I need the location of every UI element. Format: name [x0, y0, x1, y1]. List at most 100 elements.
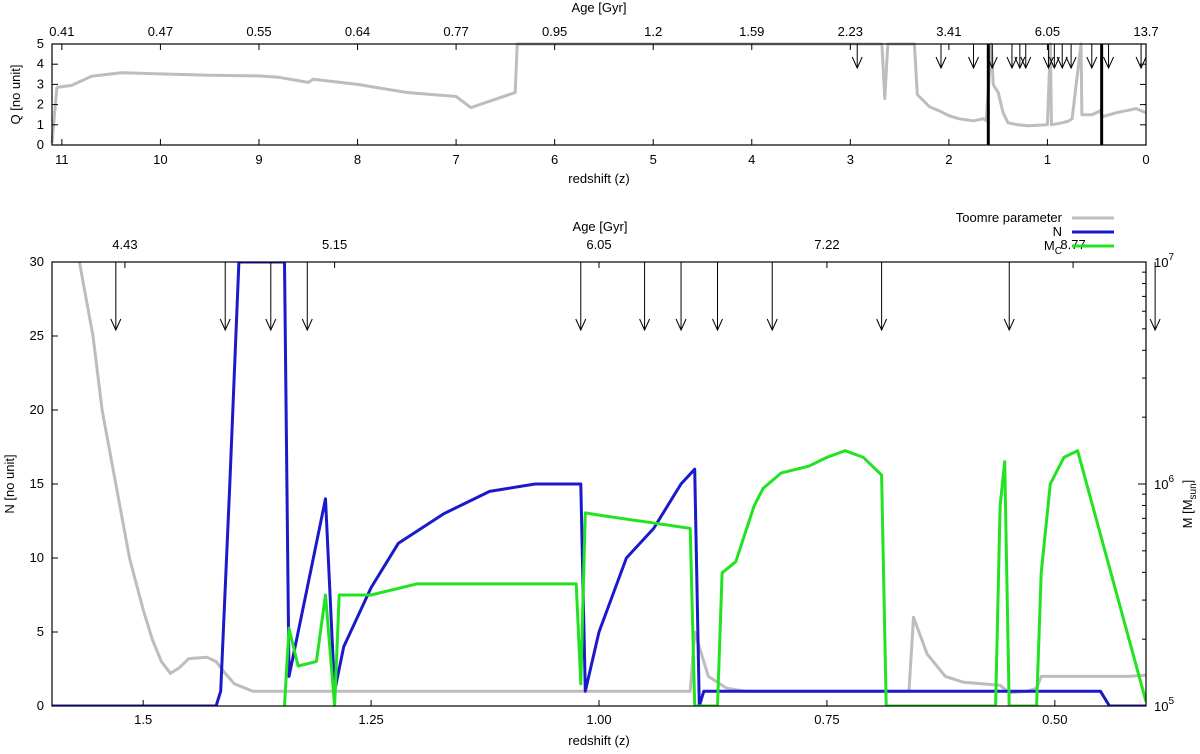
bottom-arrow-10: [1003, 262, 1015, 332]
bottom-arrow-4: [575, 262, 587, 332]
top-xtick-label-8: 3: [847, 152, 854, 167]
bottom-right-y-axis-label-close: ]: [1180, 480, 1195, 484]
bottom-series-line-mc: [283, 449, 1146, 706]
legend-label-2: MC: [1044, 238, 1062, 257]
top-arrow-3: [986, 44, 998, 70]
top-agetick-label-8: 2.23: [838, 24, 863, 39]
bottom-arrow-8: [766, 262, 778, 332]
top-xtick-label-1: 10: [153, 152, 167, 167]
bottom-arrow-11-head: [1149, 318, 1161, 332]
bottom-arrow-7: [712, 262, 723, 332]
bottom-ytick-left-label-1: 5: [37, 624, 44, 639]
top-xtick-label-10: 1: [1044, 152, 1051, 167]
top-agetick-label-0: 0.41: [49, 24, 74, 39]
bottom-ytick-left-label-4: 20: [30, 402, 44, 417]
top-arrow-2: [968, 44, 979, 70]
bottom-series-line-n: [52, 262, 1146, 706]
top-agetick-label-7: 1.59: [739, 24, 764, 39]
bottom-arrow-4-head: [575, 318, 587, 332]
bottom-arrow-5: [639, 262, 651, 332]
top-arrow-13-head: [1135, 56, 1147, 70]
bottom-arrow-5-head: [639, 318, 651, 332]
top-age-axis-label: Age [Gyr]: [572, 0, 627, 15]
bottom-arrow-9-head: [876, 318, 888, 332]
top-xtick-label-5: 6: [551, 152, 558, 167]
top-ytick-label-2: 2: [37, 97, 44, 112]
bottom-arrow-1-head: [219, 318, 231, 332]
bottom-ytick-right-exponent-1: 6: [1168, 474, 1174, 485]
top-arrow-0-head: [851, 56, 863, 70]
bottom-ytick-right-exponent-0: 5: [1168, 696, 1174, 707]
top-ytick-label-4: 4: [37, 56, 44, 71]
top-arrow-7: [1042, 44, 1054, 70]
top-arrow-11-head: [1086, 56, 1098, 70]
top-arrow-4-head: [1006, 56, 1018, 70]
bottom-arrow-1: [219, 262, 231, 332]
top-xtick-label-11: 0: [1142, 152, 1149, 167]
legend-label-sub-2: C: [1055, 246, 1062, 257]
top-arrow-10-head: [1065, 56, 1077, 70]
top-ytick-label-1: 1: [37, 117, 44, 132]
top-arrow-5-head: [1014, 56, 1026, 70]
top-xtick-label-9: 2: [945, 152, 952, 167]
bottom-age-axis-label: Age [Gyr]: [573, 219, 628, 234]
top-agetick-label-11: 13.7: [1133, 24, 1158, 39]
top-arrow-12: [1103, 44, 1115, 70]
top-arrow-9: [1056, 44, 1068, 70]
bottom-arrow-0: [110, 262, 122, 332]
top-arrow-11: [1086, 44, 1098, 70]
top-arrow-8: [1048, 44, 1060, 70]
bottom-agetick-label-1: 5.15: [322, 237, 347, 252]
top-agetick-label-1: 0.47: [148, 24, 173, 39]
top-redshift-axis-label: redshift (z): [568, 171, 629, 186]
bottom-ytick-left-label-2: 10: [30, 550, 44, 565]
bottom-arrow-6: [675, 262, 687, 332]
bottom-agetick-label-3: 7.22: [814, 237, 839, 252]
bottom-ytick-right-exponent-2: 7: [1168, 252, 1174, 263]
bottom-series-group: [52, 262, 1146, 706]
top-arrow-3-head: [986, 56, 998, 70]
legend-label-1: N: [1053, 224, 1062, 239]
top-ytick-label-5: 5: [37, 36, 44, 51]
bottom-left-y-axis-label: N [no unit]: [2, 454, 17, 513]
bottom-arrow-0-head: [110, 318, 122, 332]
bottom-ytick-left-label-0: 0: [37, 698, 44, 713]
top-y-axis-label: Q [no unit]: [8, 65, 23, 125]
bottom-ytick-right-label-1: 106: [1154, 474, 1174, 492]
bottom-ytick-left-label-6: 30: [30, 254, 44, 269]
top-plot-frame: [51, 43, 1147, 146]
bottom-agetick-label-0: 4.43: [112, 237, 137, 252]
bottom-ytick-right-label-0: 105: [1154, 696, 1174, 714]
top-arrow-10: [1065, 44, 1077, 70]
top-arrow-8-head: [1048, 56, 1060, 70]
bottom-arrow-9: [876, 262, 888, 332]
top-agetick-label-4: 0.77: [443, 24, 468, 39]
top-arrow-9-head: [1056, 56, 1068, 70]
bottom-arrow-2: [265, 262, 277, 332]
bottom-right-y-axis-label-sub: sun: [1188, 483, 1199, 499]
bottom-arrow-10-head: [1003, 318, 1015, 332]
top-arrow-5: [1014, 44, 1026, 70]
top-arrow-0: [851, 44, 863, 70]
bottom-ytick-right-label-2: 107: [1154, 252, 1174, 270]
bottom-arrow-3: [301, 262, 313, 332]
bottom-ytick-left-label-3: 15: [30, 476, 44, 491]
top-agetick-label-9: 3.41: [936, 24, 961, 39]
bottom-arrow-6-head: [675, 318, 687, 332]
bottom-agetick-label-2: 6.05: [586, 237, 611, 252]
bottom-xtick-label-3: 0.75: [814, 712, 839, 727]
top-arrow-1: [935, 44, 947, 70]
top-series-line-0: [50, 42, 1147, 144]
top-agetick-label-5: 0.95: [542, 24, 567, 39]
top-xtick-label-0: 11: [55, 152, 69, 167]
bottom-series-line-toomre-parameter: [77, 262, 1146, 695]
top-arrow-7-head: [1042, 56, 1054, 70]
bottom-xtick-label-0: 1.5: [134, 712, 152, 727]
top-ytick-label-3: 3: [37, 76, 44, 91]
top-xtick-label-2: 9: [255, 152, 262, 167]
top-agetick-label-6: 1.2: [644, 24, 662, 39]
top-arrow-12-head: [1103, 56, 1115, 70]
